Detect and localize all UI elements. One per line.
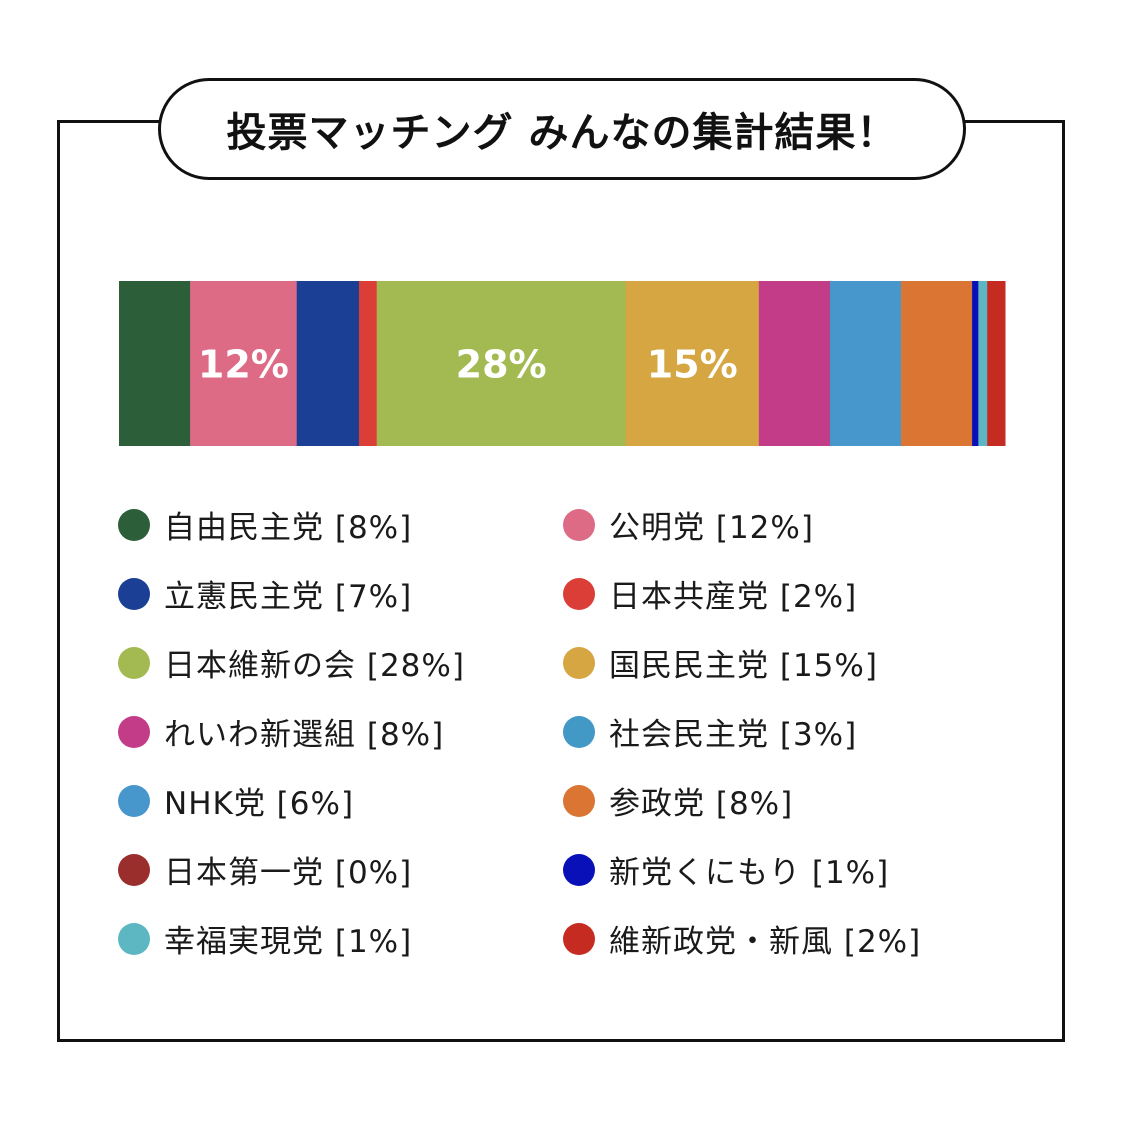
legend-dot-icon xyxy=(118,646,150,679)
legend-label: 日本共産党 [2%] xyxy=(609,579,858,615)
bar-segment-6 xyxy=(758,281,831,446)
legend-item: 国民民主党 [15%] xyxy=(563,628,878,697)
legend-dot-icon xyxy=(118,922,150,955)
legend-item: 自由民主党 [8%] xyxy=(118,490,412,559)
legend-dot-icon xyxy=(118,853,150,886)
legend-item: 公明党 [12%] xyxy=(563,490,814,559)
bar-segment-10 xyxy=(978,281,988,446)
legend-dot-icon xyxy=(563,922,595,955)
legend-dot-icon xyxy=(118,508,150,541)
legend-dot-icon xyxy=(563,577,595,610)
legend-item: 幸福実現党 [1%] xyxy=(118,904,412,973)
legend-label: れいわ新選組 [8%] xyxy=(164,717,445,753)
legend-label: 国民民主党 [15%] xyxy=(609,648,878,684)
legend-item: 新党くにもり [1%] xyxy=(563,835,889,904)
bar-segment-1 xyxy=(190,281,298,446)
legend-label: 日本第一党 [0%] xyxy=(164,855,413,891)
legend-dot-icon xyxy=(563,508,595,541)
legend-dot-icon xyxy=(563,646,595,679)
bar-label-4: 28% xyxy=(456,343,547,387)
bar-segment-5 xyxy=(625,281,760,446)
legend-label: 自由民主党 [8%] xyxy=(164,510,413,546)
legend-item: 参政党 [8%] xyxy=(563,766,793,835)
legend-dot-icon xyxy=(118,577,150,610)
legend-label: 社会民主党 [3%] xyxy=(609,717,858,753)
legend-label: 公明党 [12%] xyxy=(609,510,814,546)
bar-segment-8 xyxy=(901,281,973,446)
bar-segment-0 xyxy=(119,281,191,446)
legend-dot-icon xyxy=(118,715,150,748)
legend-label: 立憲民主党 [7%] xyxy=(164,579,413,615)
legend-item: 日本共産党 [2%] xyxy=(563,559,857,628)
legend-label: 参政党 [8%] xyxy=(609,786,794,822)
legend-label: 維新政党・新風 [2%] xyxy=(609,924,922,960)
legend-item: れいわ新選組 [8%] xyxy=(118,697,444,766)
legend-label: NHK党 [6%] xyxy=(164,786,355,822)
legend-label: 日本維新の会 [28%] xyxy=(164,648,465,684)
legend-dot-icon xyxy=(563,853,595,886)
bar-segment-7 xyxy=(829,281,902,446)
legend-item: 維新政党・新風 [2%] xyxy=(563,904,921,973)
legend-label: 幸福実現党 [1%] xyxy=(164,924,413,960)
bar-segment-2 xyxy=(296,281,360,446)
legend-label: 新党くにもり [1%] xyxy=(609,855,890,891)
bar-segment-9 xyxy=(972,281,979,446)
bar-segment-4 xyxy=(376,281,627,446)
legend-item: 日本維新の会 [28%] xyxy=(118,628,465,697)
bar-label-1: 12% xyxy=(198,343,289,387)
legend-item: 立憲民主党 [7%] xyxy=(118,559,412,628)
legend-dot-icon xyxy=(563,784,595,817)
bar-segment-11 xyxy=(987,281,1006,446)
bar-segment-3 xyxy=(358,281,378,446)
legend-item: NHK党 [6%] xyxy=(118,766,354,835)
legend-dot-icon xyxy=(563,715,595,748)
page-title: 投票マッチング みんなの集計結果！ xyxy=(226,110,898,156)
title-pill: 投票マッチング みんなの集計結果！ xyxy=(158,78,966,180)
bar-label-5: 15% xyxy=(647,343,738,387)
legend-item: 日本第一党 [0%] xyxy=(118,835,412,904)
legend-item: 社会民主党 [3%] xyxy=(563,697,857,766)
legend-dot-icon xyxy=(118,784,150,817)
